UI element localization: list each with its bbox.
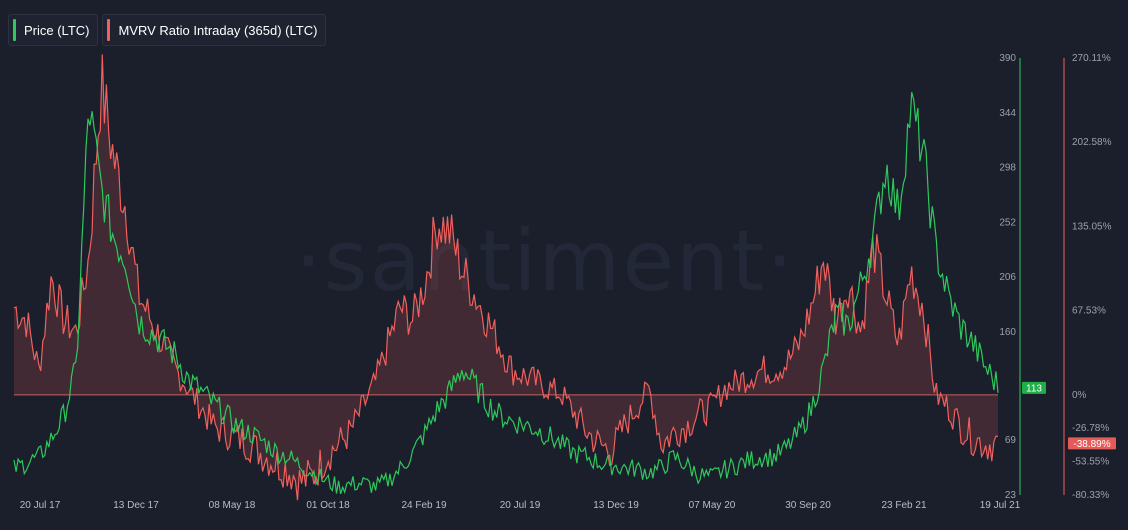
chart-legend: Price (LTC) MVRV Ratio Intraday (365d) (… [8,14,327,46]
x-axis-tick-label: 13 Dec 19 [593,500,639,511]
price-axis-tick-label: 390 [999,53,1016,64]
legend-mvrv-label: MVRV Ratio Intraday (365d) (LTC) [118,22,318,38]
price-current-label: 113 [1026,383,1042,394]
axis-layer: 390 344 298 252 206 160 69 23 270.11% 202.58% 135.… [20,53,1116,511]
mvrv-axis-tick-label: -80.33% [1072,490,1109,501]
mvrv-swatch [107,19,111,41]
mvrv-series-line [13,54,999,501]
mvrv-axis-tick-label: -53.55% [1072,457,1109,468]
legend-item-mvrv[interactable]: MVRV Ratio Intraday (365d) (LTC) [102,14,327,46]
mvrv-area-fill [14,54,998,501]
price-axis-tick-label: 160 [999,327,1016,338]
mvrv-current-label: -38.89% [1073,439,1110,450]
mvrv-axis-tick-label: -26.78% [1072,423,1109,434]
price-swatch [13,19,16,41]
price-series-line [13,91,999,495]
price-axis-tick-label: 69 [1005,435,1017,446]
x-axis-tick-label: 20 Jul 17 [20,500,61,511]
price-current-badge [1022,381,1046,394]
mvrv-axis-tick-label: 202.58% [1072,137,1112,148]
mvrv-current-badge [1068,437,1116,450]
x-axis-tick-label: 20 Jul 19 [500,500,541,511]
legend-item-price[interactable]: Price (LTC) [8,14,99,46]
x-axis-tick-label: 23 Feb 21 [881,500,926,511]
price-axis-tick-label: 298 [999,163,1016,174]
price-axis-tick-label: 344 [999,108,1016,119]
x-axis-tick-label: 13 Dec 17 [113,500,159,511]
x-axis-tick-label: 08 May 18 [209,500,256,511]
series-line-layer [13,54,999,501]
price-axis-tick-label: 252 [999,217,1016,228]
x-axis-tick-label: 07 May 20 [689,500,736,511]
mvrv-axis-tick-label: 135.05% [1072,221,1112,232]
x-axis-tick-label: 01 Oct 18 [306,500,350,511]
price-axis-tick-label: 23 [1005,490,1017,501]
watermark-text: ·santiment· [295,212,795,310]
mvrv-axis-tick-label: 270.11% [1072,53,1111,64]
x-axis-tick-label: 19 Jul 21 [980,500,1021,511]
price-axis-tick-label: 206 [999,272,1016,283]
x-axis-tick-label: 30 Sep 20 [785,500,831,511]
mvrv-axis-tick-label: 0% [1072,390,1087,401]
mvrv-axis-tick-label: 67.53% [1072,306,1106,317]
legend-price-label: Price (LTC) [24,22,90,38]
mvrv-area-layer [14,54,998,501]
x-axis-tick-label: 24 Feb 19 [401,500,446,511]
